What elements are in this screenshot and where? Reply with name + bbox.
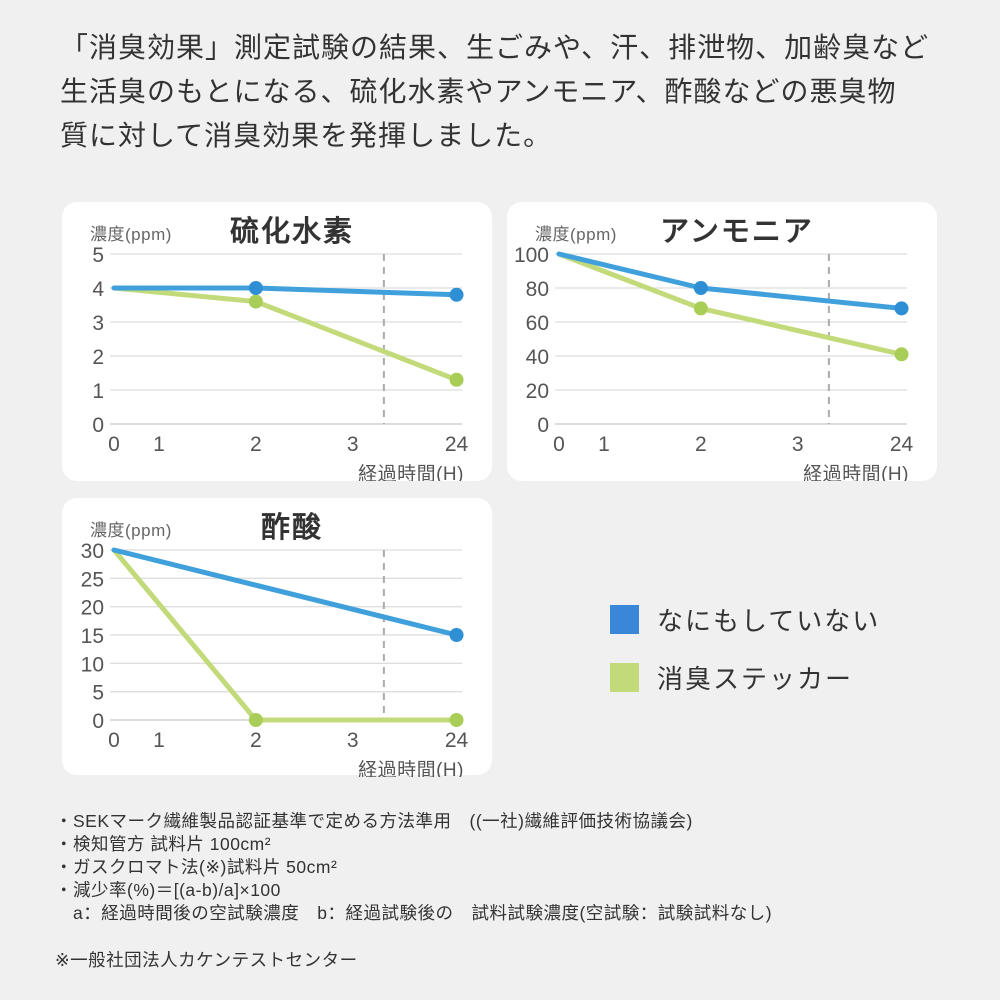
svg-text:1: 1 (153, 729, 165, 752)
svg-text:25: 25 (81, 568, 104, 591)
svg-text:2: 2 (695, 433, 707, 456)
svg-text:経過時間(H): 経過時間(H) (358, 759, 464, 777)
footnote-line: ・SEKマーク繊維製品認証基準で定める方法準用 ((一社)繊維評価技術協議会) (55, 811, 693, 831)
svg-text:3: 3 (92, 312, 104, 335)
chart-card-hydrogen-sulfide: 濃度(ppm) 硫化水素 5 4 3 2 1 0 0 1 2 3 24 経過時間(H) (62, 202, 492, 481)
svg-text:5: 5 (92, 246, 104, 267)
svg-text:0: 0 (92, 414, 104, 437)
svg-text:0: 0 (553, 433, 565, 456)
legend-item-deodorant-sticker: 消臭ステッカー (610, 659, 880, 696)
legend-swatch-blue (610, 605, 639, 634)
svg-text:5: 5 (92, 682, 104, 705)
chart-card-acetic-acid: 濃度(ppm) 酢酸 30 25 20 15 10 5 0 0 1 2 3 24 経過時間(H) (62, 498, 492, 777)
svg-text:60: 60 (526, 312, 549, 335)
svg-text:2: 2 (250, 729, 262, 752)
svg-text:0: 0 (108, 433, 120, 456)
svg-text:3: 3 (347, 729, 359, 752)
svg-text:24: 24 (445, 433, 469, 456)
svg-text:24: 24 (890, 433, 914, 456)
acetic-acid-line-chart: 30 25 20 15 10 5 00 1 2 3 24 経過時間(H) (81, 542, 469, 777)
legend: なにもしていない 消臭ステッカー (610, 601, 880, 717)
svg-text:30: 30 (81, 542, 104, 563)
y-axis-unit-label: 濃度(ppm) (535, 225, 617, 244)
svg-text:40: 40 (526, 346, 549, 369)
svg-text:0: 0 (108, 729, 120, 752)
svg-text:2: 2 (250, 433, 262, 456)
svg-text:24: 24 (445, 729, 469, 752)
svg-text:0: 0 (92, 710, 104, 733)
legend-label: なにもしていない (657, 606, 881, 636)
header-text: 「消臭効果」測定試験の結果、生ごみや、汗、排泄物、加齢臭など 生活臭のもとになる… (60, 32, 930, 151)
svg-text:2: 2 (92, 346, 104, 369)
svg-text:20: 20 (526, 380, 549, 403)
legend-label: 消臭ステッカー (657, 664, 854, 694)
footnote-line: ・減少率(%)＝[(a-b)/a]×100 (55, 880, 281, 900)
svg-text:経過時間(H): 経過時間(H) (803, 463, 909, 481)
legend-swatch-green (610, 663, 639, 692)
svg-text:4: 4 (92, 278, 104, 301)
footnotes: ・SEKマーク繊維製品認証基準で定める方法準用 ((一社)繊維評価技術協議会) … (55, 810, 772, 972)
svg-text:20: 20 (81, 597, 104, 620)
svg-text:経過時間(H): 経過時間(H) (358, 463, 464, 481)
svg-text:80: 80 (526, 278, 549, 301)
source-note: ※一般社団法人カケンテストセンター (55, 950, 358, 970)
chart-card-ammonia: 濃度(ppm) アンモニア 100 80 60 40 20 0 0 1 2 3 24 経過時間(H) (507, 202, 937, 481)
chart-title: 酢酸 (260, 512, 323, 544)
y-axis-unit-label: 濃度(ppm) (90, 225, 172, 244)
svg-text:1: 1 (598, 433, 610, 456)
svg-text:0: 0 (537, 414, 549, 437)
hydrogen-sulfide-line-chart: 5 4 3 2 1 00 1 2 3 24 経過時間(H) (92, 246, 469, 481)
footnote-line: a：経過時間後の空試験濃度 b：経過試験後の 試料試験濃度(空試験：試験試料なし… (55, 903, 773, 923)
ammonia-line-chart: 100 80 60 40 20 00 1 2 3 24 経過時間(H) (514, 246, 914, 481)
legend-item-untreated: なにもしていない (610, 601, 880, 638)
svg-text:100: 100 (514, 246, 549, 267)
svg-text:1: 1 (92, 380, 104, 403)
svg-text:1: 1 (153, 433, 165, 456)
svg-text:10: 10 (81, 653, 104, 676)
chart-title: 硫化水素 (229, 216, 354, 248)
chart-title: アンモニア (660, 216, 814, 248)
svg-text:15: 15 (81, 625, 104, 648)
footnote-line: ・ガスクロマト法(※)試料片 50cm² (55, 857, 338, 877)
y-axis-unit-label: 濃度(ppm) (90, 521, 172, 540)
svg-text:3: 3 (792, 433, 804, 456)
footnote-line: ・検知管方 試料片 100cm² (55, 834, 272, 854)
svg-text:3: 3 (347, 433, 359, 456)
